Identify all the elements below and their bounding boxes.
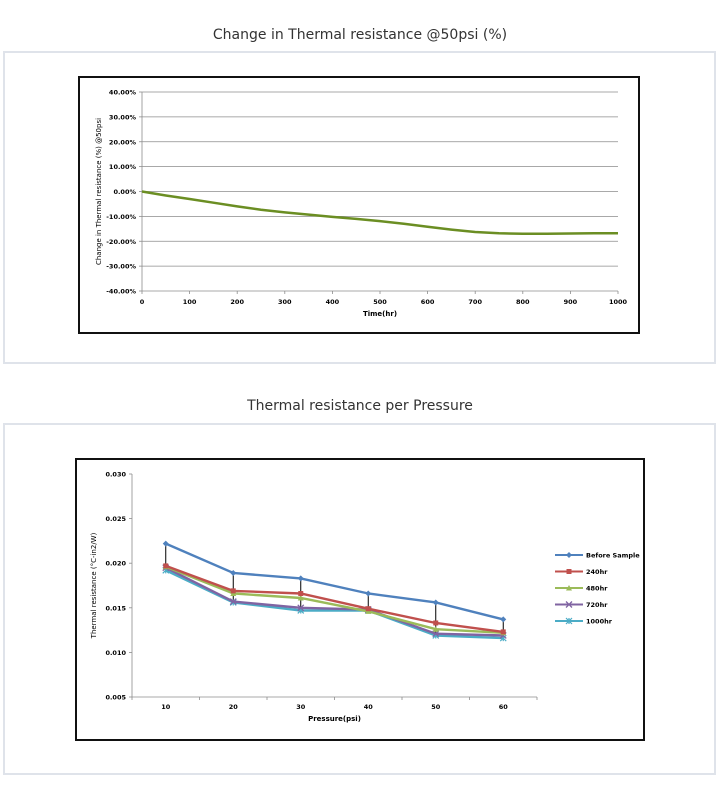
data-point <box>230 570 237 577</box>
chart2-x-tick-label: 40 <box>364 703 374 711</box>
chart1-y-tick-label: 20.00% <box>109 138 137 146</box>
chart1-x-tick-label: 800 <box>516 298 530 306</box>
chart1-x-tick-label: 400 <box>326 298 340 306</box>
chart2-y-tick-label: 0.030 <box>105 471 126 479</box>
chart2-x-tick-label: 50 <box>431 703 441 711</box>
legend-label: 720hr <box>586 601 608 609</box>
chart2-y-tick-label: 0.005 <box>105 694 126 702</box>
chart1-y-tick-label: 10.00% <box>109 163 137 171</box>
chart2-x-axis-label: Pressure(psi) <box>308 715 361 723</box>
chart2-x-tick-label: 60 <box>499 703 509 711</box>
chart2-frame: 0.030 0.025 0.020 0.015 0.010 0.005 10 20 30 40 5… <box>75 458 645 741</box>
chart1-y-tick-label: 40.00% <box>109 89 137 97</box>
series-line <box>165 566 504 637</box>
chart1-y-tick-label: -20.00% <box>106 238 136 246</box>
legend-label: Before Sample <box>586 552 640 560</box>
chart1-x-tick-label: 900 <box>564 298 578 306</box>
data-point <box>500 616 507 623</box>
legend-marker <box>566 552 572 558</box>
chart1-caption: Change in Thermal resistance @50psi (%) <box>212 27 508 43</box>
data-point <box>297 594 304 601</box>
chart1-x-tick-label: 600 <box>421 298 435 306</box>
series-line <box>165 564 504 634</box>
data-point <box>163 563 169 569</box>
chart2-x-tick-label: 30 <box>296 703 306 711</box>
data-point <box>433 620 439 626</box>
chart1-x-tick-label: 1000 <box>609 298 628 306</box>
chart1-frame: 40.00% 30.00% 20.00% 10.00% 0.00% -10.00% -20.… <box>78 76 640 334</box>
legend-marker <box>565 617 573 625</box>
data-point <box>229 598 237 606</box>
legend-marker <box>566 569 572 574</box>
chart2-y-tick-label: 0.020 <box>105 560 126 568</box>
chart1-y-tick-label: -10.00% <box>106 213 136 221</box>
data-point <box>298 591 304 597</box>
data-point <box>162 540 169 547</box>
data-point <box>365 606 371 612</box>
legend-item: 720hr <box>555 601 608 609</box>
chart1-y-tick-label: 30.00% <box>109 113 137 121</box>
chart1-x-axis-label: Time(hr) <box>363 310 397 318</box>
legend-label: 240hr <box>586 568 608 576</box>
data-point <box>230 588 236 594</box>
legend-marker <box>565 601 573 608</box>
legend-marker <box>566 585 572 591</box>
chart1-y-tick-label: -30.00% <box>106 263 136 271</box>
chart1-y-tick-label: -40.00% <box>106 288 136 296</box>
data-point <box>365 590 372 597</box>
chart1-x-tick-label: 700 <box>468 298 482 306</box>
chart2-y-axis-label: Thermal resistance (°C-in2/W) <box>90 532 98 639</box>
chart2-caption: Thermal resistance per Pressure <box>247 398 473 414</box>
legend-item: 240hr <box>555 568 608 576</box>
data-point <box>500 629 506 635</box>
thermal-resistance-pressure-chart: 0.030 0.025 0.020 0.015 0.010 0.005 10 20 30 40 5… <box>90 471 640 724</box>
data-point <box>297 604 305 612</box>
legend-item: Before Sample <box>555 552 640 560</box>
chart1-x-tick-label: 500 <box>373 298 387 306</box>
thermal-resistance-change-chart: 40.00% 30.00% 20.00% 10.00% 0.00% -10.00% -20.… <box>95 89 628 319</box>
data-point <box>432 599 439 606</box>
data-point <box>297 575 304 582</box>
legend-item: 1000hr <box>555 618 613 626</box>
legend-item: 480hr <box>555 585 608 593</box>
legend-label: 480hr <box>586 585 608 593</box>
chart1-x-tick-label: 0 <box>140 298 145 306</box>
thermal-resistance-change-line <box>141 190 618 236</box>
chart1-y-tick-label: 0.00% <box>113 188 136 196</box>
chart1-y-axis-label: Change in Thermal resistance (%) @50psi <box>95 118 103 265</box>
chart1-x-tick-label: 100 <box>183 298 197 306</box>
chart1-x-tick-label: 300 <box>278 298 292 306</box>
chart2-x-tick-label: 20 <box>229 703 239 711</box>
chart2-y-tick-label: 0.015 <box>105 604 126 612</box>
chart2-x-tick-label: 10 <box>161 703 171 711</box>
data-point <box>432 626 439 632</box>
chart1-panel: 40.00% 30.00% 20.00% 10.00% 0.00% -10.00% -20.… <box>3 51 716 364</box>
chart2-y-tick-label: 0.010 <box>105 649 126 657</box>
chart2-y-tick-label: 0.025 <box>105 515 126 523</box>
series-line <box>165 542 504 621</box>
chart1-x-tick-label: 200 <box>230 298 244 306</box>
legend-label: 1000hr <box>586 618 613 626</box>
series-line <box>165 565 504 634</box>
chart2-panel: 0.030 0.025 0.020 0.015 0.010 0.005 10 20 30 40 5… <box>3 423 716 775</box>
